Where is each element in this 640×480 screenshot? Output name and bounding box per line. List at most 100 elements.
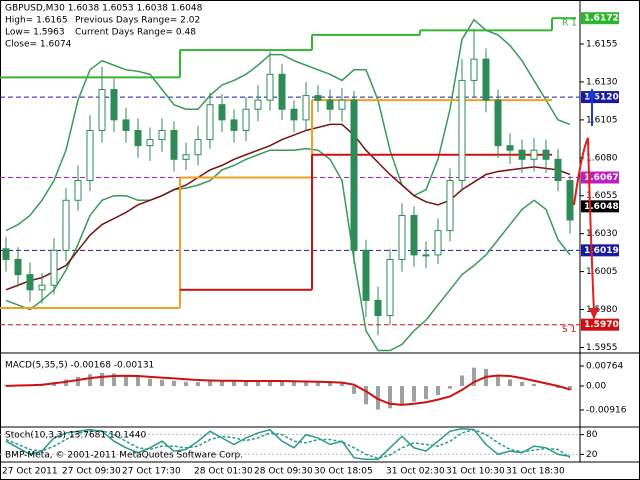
y-tick-label: 20: [586, 450, 598, 460]
level-tag: R 1: [562, 19, 577, 29]
panel-title: Stoch(10,3,3) 13.7681 10.1440: [5, 431, 146, 441]
histogram-bar: [352, 386, 356, 394]
candle-body: [314, 95, 322, 101]
histogram-bar: [172, 380, 176, 386]
histogram-bar: [400, 386, 404, 405]
price-label-box: [581, 12, 619, 25]
candle-body: [278, 73, 286, 110]
candle-body: [434, 230, 442, 256]
price-label: 1.6067: [584, 173, 619, 183]
candle-body: [50, 249, 58, 286]
level-tag: S 1: [562, 325, 576, 335]
histogram-bar: [316, 382, 320, 386]
candle-body: [374, 299, 382, 317]
histogram-bar: [412, 386, 416, 402]
histogram-bar: [340, 383, 344, 386]
histogram-bar: [472, 367, 476, 386]
copyright: BMP-Meta, © 2001-2011 MetaQuotes Softwar…: [5, 451, 243, 461]
candle-body: [122, 119, 130, 131]
histogram-bar: [520, 382, 524, 386]
price-label: 1.6019: [584, 246, 619, 256]
price-label-box: [581, 318, 619, 331]
x-tick-label: 28 Oct 09:30: [254, 467, 313, 477]
candle-body: [110, 89, 118, 121]
candle-body: [530, 149, 538, 160]
candle-body: [446, 180, 454, 232]
candle-body: [2, 248, 10, 260]
histogram-bar: [280, 380, 284, 386]
histogram-bar: [136, 376, 140, 386]
candle-body: [158, 129, 166, 141]
histogram-bar: [568, 386, 572, 391]
histogram-bar: [304, 382, 308, 386]
candle-body: [302, 95, 310, 121]
histogram-bar: [532, 383, 536, 386]
price-label: 1.5970: [584, 320, 619, 330]
histogram-bar: [196, 382, 200, 386]
candle-body: [146, 139, 154, 147]
price-label: 1.6048: [584, 202, 619, 212]
y-tick-label: 1.6130: [586, 77, 618, 87]
indicator-line: [5, 18, 571, 232]
x-tick-label: 27 Oct 09:30: [62, 467, 121, 477]
candle-body: [518, 149, 526, 160]
x-tick-label: 30 Oct 18:05: [314, 467, 373, 477]
y-tick-label: 1.6155: [586, 40, 618, 50]
info-text: Low= 1.5963: [5, 28, 65, 38]
y-tick-label: 0.00764: [586, 362, 623, 372]
candle-body: [86, 129, 94, 182]
candle-body: [554, 158, 562, 182]
x-tick-label: 27 Oct 2011: [2, 467, 58, 477]
candle-body: [494, 99, 502, 147]
signal-line: [5, 374, 571, 406]
histogram-bar: [388, 386, 392, 409]
x-tick-label: 27 Oct 17:30: [122, 467, 181, 477]
y-tick-label: 1.6105: [586, 115, 618, 125]
y-tick-label: 80: [586, 430, 598, 440]
histogram-bar: [184, 381, 188, 386]
info-text: Current Days Range= 0.48: [75, 28, 196, 38]
candle-body: [362, 249, 370, 301]
price-label: 1.6120: [584, 93, 619, 103]
histogram-bar: [364, 386, 368, 405]
indicator-line: [5, 428, 571, 460]
histogram-bar: [268, 380, 272, 386]
y-tick-label: 1.5980: [586, 305, 618, 315]
candle-body: [398, 214, 406, 260]
histogram-bar: [76, 376, 80, 386]
histogram-bar: [460, 375, 464, 386]
histogram-bar: [88, 374, 92, 386]
candle-body: [350, 99, 358, 251]
info-text: Previous Days Range= 2.02: [75, 16, 200, 26]
x-tick-label: 28 Oct 01:30: [194, 467, 253, 477]
candle-body: [566, 180, 574, 221]
candle-body: [134, 129, 142, 147]
candle-body: [386, 258, 394, 317]
histogram-bar: [160, 379, 164, 386]
histogram-bar: [448, 386, 452, 389]
arrow-head: [587, 88, 597, 98]
candle-body: [98, 89, 106, 131]
candle-body: [74, 180, 82, 201]
candle-body: [194, 139, 202, 156]
histogram-bar: [544, 385, 548, 386]
y-tick-label: -0.00916: [586, 405, 627, 415]
histogram-bar: [556, 386, 560, 389]
histogram-bar: [208, 381, 212, 386]
candle-body: [170, 129, 178, 160]
candle-body: [470, 58, 478, 81]
histogram-bar: [232, 381, 236, 386]
y-tick-label: 1.6005: [586, 267, 618, 277]
y-tick-label: 1.6080: [586, 153, 618, 163]
histogram-bar: [424, 386, 428, 400]
candle-body: [290, 108, 298, 121]
plots: 1.5955 1.5980 1.6005 1.6030 1.6055 1.6080 1.61…: [0, 4, 627, 477]
candle-body: [218, 104, 226, 121]
histogram-bar: [148, 378, 152, 386]
histogram-bar: [292, 381, 296, 386]
histogram-bar: [508, 379, 512, 386]
candle-body: [482, 58, 490, 101]
x-tick-label: 31 Oct 10:30: [446, 467, 505, 477]
